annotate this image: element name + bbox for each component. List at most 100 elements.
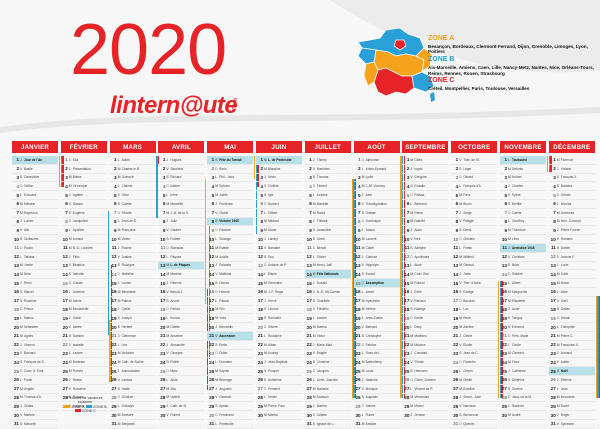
weekday-letter: L: [117, 219, 120, 224]
saint-name: Jérôme: [414, 413, 426, 417]
day-row: 17 S Roseline: [12, 297, 58, 306]
saint-name: Benoît-J.: [170, 289, 184, 294]
weekday-letter: J: [410, 351, 413, 356]
weekday-letter: V: [20, 166, 23, 171]
saint-name: Zita: [170, 386, 176, 391]
day-number: 8: [162, 218, 166, 224]
weekday-letter: M: [20, 201, 23, 206]
day-number: 30: [160, 412, 166, 418]
day-number: 26: [306, 377, 312, 383]
day-row: 16 D Honoré: [207, 288, 254, 297]
weekday-letter: S: [556, 245, 560, 250]
saint-name: Amédée: [121, 413, 134, 417]
weekday-letter: J: [459, 210, 461, 215]
saint-name: Martine: [24, 413, 35, 417]
weekday-letter: L: [264, 272, 266, 277]
day-row: 6 V Gaston: [60, 200, 107, 209]
weekday-letter: D: [508, 333, 511, 338]
saint-name: Aymar: [219, 404, 229, 409]
day-number: 4: [260, 183, 263, 189]
weekday-letter: M: [264, 413, 267, 417]
day-row: 5 D Raïssa: [402, 191, 449, 200]
weekday-letter: S: [556, 184, 560, 189]
saint-name: Brice: [512, 263, 520, 268]
day-number: 16: [209, 289, 215, 295]
day-number: 19: [13, 315, 19, 321]
day-row: 19 J Jean-Eudes: [353, 314, 400, 324]
saint-name: Médard: [268, 219, 279, 224]
day-number: 29: [404, 403, 410, 409]
day-row: 12 L Pâques: [158, 253, 205, 262]
day-row: 21 S Damien: [60, 332, 107, 341]
weekday-letter: S: [215, 219, 218, 224]
weekday-letter: V: [410, 360, 413, 365]
day-row: 29 L Gwladys: [109, 402, 156, 412]
weekday-letter: J: [215, 386, 217, 391]
saint-name: Judith: [219, 193, 228, 198]
day-row: 22 M Alban: [256, 341, 302, 350]
day-number: 5: [504, 192, 507, 198]
saint-name: Bénédicte: [121, 289, 136, 294]
day-number: 11: [209, 245, 215, 251]
day-number: 12: [160, 254, 166, 260]
saint-name: Anne, Joachim: [316, 377, 338, 382]
month-days: 1 S Fête du Travail 2 D Boris 3 L Phil., Jacq. 4 M…: [207, 156, 254, 429]
day-number: 27: [306, 386, 312, 392]
weekday-letter: V: [361, 263, 364, 268]
weekday-letter: M: [312, 201, 316, 206]
day-number: 23: [355, 350, 361, 356]
month-days: 1 M L. de Pentecôte 2 M Blandine 3 J Kévin 4 V Clot…: [256, 156, 302, 420]
day-number: 15: [404, 280, 410, 286]
weekday-letter: M: [68, 298, 72, 303]
weekday-letter: V: [68, 325, 72, 330]
day-row: 10 M Arnaud: [60, 235, 107, 244]
month-header: JUIN: [256, 141, 302, 153]
vacation-stripe-b: [156, 156, 158, 219]
saint-name: Phil., Jacq.: [219, 175, 235, 180]
saint-name: Jean de C.: [463, 351, 479, 356]
saint-name: Fulbert: [170, 237, 181, 242]
day-number: 1: [358, 157, 361, 163]
day-row: 10 M Laurent: [353, 235, 400, 244]
weekday-letter: M: [508, 166, 511, 171]
day-row: 25 L Crépin: [451, 367, 498, 376]
month-days: 1 M Gilles 2 J Ingrid 3 V Grégoire 4 S Rosalie 5 D Raï…: [402, 156, 449, 420]
day-row: 12 V Christian: [500, 253, 546, 262]
saint-name: Hyacinthe: [365, 298, 380, 303]
saint-name: Côme, Damien: [414, 377, 436, 382]
weekday-letter: M: [20, 210, 23, 215]
day-row: 4 S Barbara: [548, 182, 595, 192]
day-number: 4: [358, 183, 361, 189]
weekday-letter: M: [556, 210, 560, 215]
day-number: 14: [453, 271, 459, 277]
saint-name: Clotilde: [268, 184, 279, 189]
weekday-letter: M: [459, 263, 463, 268]
day-row: 5 M Judith: [207, 191, 254, 200]
day-number: 29: [209, 403, 215, 409]
day-number: 24: [160, 359, 166, 365]
saint-name: Fernand: [268, 386, 280, 391]
weekday-letter: S: [117, 201, 120, 206]
day-row: 11 L Firmin: [451, 244, 498, 253]
weekday-letter: S: [459, 413, 462, 417]
day-number: 26: [501, 377, 507, 383]
saint-name: Tatiana: [24, 254, 35, 259]
weekday-letter: S: [312, 298, 316, 303]
day-number: 6: [211, 201, 215, 207]
day-number: 11: [160, 245, 166, 251]
day-number: 8: [504, 218, 507, 224]
day-row: 21 S Christophe: [353, 332, 400, 341]
day-number: 3: [16, 174, 19, 180]
day-row: 2 J Ingrid: [402, 165, 449, 174]
weekday-letter: J: [215, 201, 217, 206]
day-number: 23: [257, 350, 263, 356]
saint-name: Serge: [463, 210, 472, 215]
weekday-letter: L: [459, 307, 462, 312]
weekday-letter: V: [361, 386, 364, 391]
day-number: 22: [160, 342, 166, 348]
saint-name: Apollinaire: [414, 254, 430, 259]
zone-c-cities: Créteil, Montpellier, Paris, Toulouse, V…: [428, 86, 530, 92]
day-row: 24 J Jean-Baptiste: [256, 358, 302, 368]
saint-name: Thomas: [316, 175, 329, 180]
zones-legend: ZONE A Besançon, Bordeaux, Clermont-Ferr…: [428, 34, 598, 92]
